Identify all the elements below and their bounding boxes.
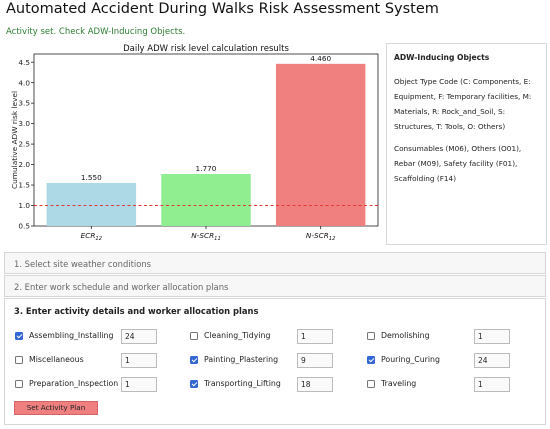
object-type-legend: Object Type Code (C: Components, E: Equi… <box>394 77 532 131</box>
activity-label: Traveling <box>381 379 417 388</box>
activity-checkbox[interactable] <box>190 332 198 340</box>
activity-workers-input[interactable] <box>474 353 510 368</box>
activity-checkbox[interactable] <box>367 356 375 364</box>
x-tick-label: N-SCR12 <box>306 231 336 242</box>
chart-title: Daily ADW risk level calculation results <box>123 44 289 54</box>
activity-checkbox[interactable] <box>15 380 23 388</box>
activity-row: Assembling_Installing Cleaning_Tidying Dem… <box>5 329 545 345</box>
bar-2 <box>161 173 251 226</box>
x-tick-label: N-SCR11 <box>191 231 221 242</box>
activity-label: Assembling_Installing <box>29 331 114 340</box>
activity-label: Preparation_Inspection <box>29 379 119 388</box>
app-title: Automated Accident During Walks Risk Ass… <box>6 1 439 17</box>
activity-workers-input[interactable] <box>297 377 333 392</box>
y-tick-label: 3.0 <box>18 119 30 128</box>
activity-workers-input[interactable] <box>121 377 157 392</box>
bar-3 <box>275 63 366 227</box>
activity-label: Painting_Plastering <box>204 355 279 364</box>
weather-section-header[interactable]: 1. Select site weather conditions <box>14 259 152 269</box>
activity-checkbox[interactable] <box>367 380 375 388</box>
weather-section[interactable]: 1. Select site weather conditions <box>4 252 546 274</box>
y-axis-label: Cumulative ADW risk level <box>10 91 19 189</box>
y-tick-label: 0.5 <box>18 222 30 231</box>
y-tick-label: 1.5 <box>18 181 30 190</box>
y-tick-label: 4.0 <box>18 78 30 87</box>
activity-section: 3. Enter activity details and worker all… <box>4 298 546 425</box>
activity-label: Transporting_Lifting <box>204 379 281 388</box>
activity-workers-input[interactable] <box>297 353 333 368</box>
schedule-section[interactable]: 2. Enter work schedule and worker alloca… <box>4 275 546 297</box>
y-tick-label: 4.5 <box>18 58 30 67</box>
activity-workers-input[interactable] <box>474 329 510 344</box>
adw-objects-panel: ADW-Inducing Objects Object Type Code (C… <box>386 43 547 245</box>
bar-value-label: 1.550 <box>81 173 102 182</box>
activity-workers-input[interactable] <box>474 377 510 392</box>
y-tick-label: 2.5 <box>18 140 30 149</box>
activity-row: Miscellaneous Painting_Plastering Pouring_… <box>5 353 545 369</box>
activity-workers-input[interactable] <box>121 329 157 344</box>
schedule-section-header[interactable]: 2. Enter work schedule and worker alloca… <box>14 282 229 292</box>
activity-checkbox[interactable] <box>367 332 375 340</box>
objects-list: Consumables (M06), Others (O01), Rebar (… <box>394 144 522 183</box>
activity-checkbox[interactable] <box>190 380 198 388</box>
activity-section-header[interactable]: 3. Enter activity details and worker all… <box>14 306 259 316</box>
activity-label: Cleaning_Tidying <box>204 331 271 340</box>
y-tick-label: 1.0 <box>18 201 30 210</box>
x-tick-label: ECR12 <box>81 231 102 242</box>
activity-checkbox[interactable] <box>15 356 23 364</box>
activity-label: Pouring_Curing <box>381 355 440 364</box>
activity-checkbox[interactable] <box>15 332 23 340</box>
risk-chart-svg: Daily ADW risk level calculation results… <box>10 44 379 242</box>
objects-panel-title: ADW-Inducing Objects <box>394 53 490 62</box>
y-tick-label: 2.0 <box>18 160 30 169</box>
activity-workers-input[interactable] <box>121 353 157 368</box>
activity-row: Preparation_Inspection Transporting_Lifti… <box>5 377 545 393</box>
set-activity-plan-button[interactable]: Set Activity Plan <box>14 401 98 415</box>
bar-1 <box>46 183 137 226</box>
y-tick-label: 3.5 <box>18 99 30 108</box>
activity-label: Miscellaneous <box>29 355 84 364</box>
risk-chart: Daily ADW risk level calculation results… <box>4 42 382 247</box>
status-message: Activity set. Check ADW-Inducing Objects… <box>6 27 186 37</box>
activity-workers-input[interactable] <box>297 329 333 344</box>
activity-label: Demolishing <box>381 331 430 340</box>
bar-value-label: 1.770 <box>196 164 217 173</box>
activity-checkbox[interactable] <box>190 356 198 364</box>
bar-value-label: 4.460 <box>310 54 331 63</box>
